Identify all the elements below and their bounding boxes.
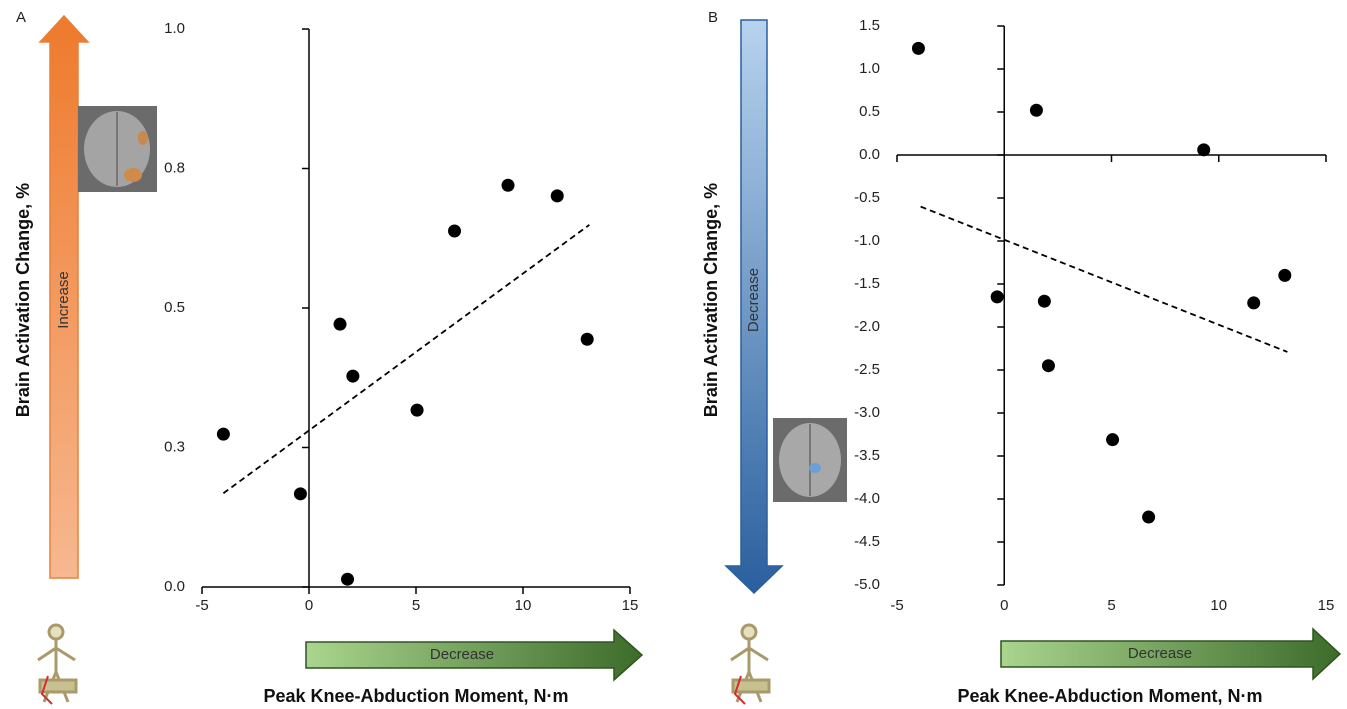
- brain-image: [773, 418, 847, 502]
- trendline: [223, 225, 589, 493]
- data-point: [346, 370, 359, 383]
- data-point: [912, 42, 925, 55]
- data-point: [411, 404, 424, 417]
- panel-label: B: [708, 9, 718, 26]
- x-tick-label: -5: [890, 597, 903, 614]
- y-axis-title: Brain Activation Change, %: [701, 183, 721, 417]
- data-point: [1197, 143, 1210, 156]
- x-tick-label: 5: [1107, 597, 1115, 614]
- x-tick-label: 0: [305, 597, 313, 614]
- x-axis-title: Peak Knee-Abduction Moment, N·m: [957, 686, 1262, 706]
- brain-image: [78, 106, 157, 192]
- x-tick-label: 5: [412, 597, 420, 614]
- skeleton-icon: [731, 625, 769, 704]
- data-point: [551, 189, 564, 202]
- data-point: [502, 179, 515, 192]
- y-tick-label: -5.0: [854, 576, 880, 593]
- y-tick-label: -0.5: [854, 189, 880, 206]
- y-arrow-label: Decrease: [745, 268, 762, 332]
- y-arrow-label: Increase: [55, 271, 72, 329]
- x-tick-label: 10: [515, 597, 532, 614]
- y-tick-label: 0.3: [164, 438, 185, 455]
- data-point: [1038, 295, 1051, 308]
- y-tick-label: 0.5: [859, 103, 880, 120]
- y-tick-label: -3.5: [854, 447, 880, 464]
- data-point: [1247, 296, 1260, 309]
- x-arrow-label: Decrease: [1128, 645, 1192, 662]
- data-point: [217, 428, 230, 441]
- y-tick-label: 1.5: [859, 17, 880, 34]
- y-tick-label: -4.5: [854, 533, 880, 550]
- x-tick-label: 10: [1210, 597, 1227, 614]
- data-point: [334, 318, 347, 331]
- data-point: [1106, 433, 1119, 446]
- figure: A Brain Activation Change, % Increase Decre…: [0, 0, 1347, 709]
- y-tick-label: -1.0: [854, 232, 880, 249]
- x-tick-label: 0: [1000, 597, 1008, 614]
- y-tick-label: 0.0: [859, 146, 880, 163]
- x-tick-label: 15: [622, 597, 639, 614]
- data-point: [1278, 269, 1291, 282]
- y-tick-label: 1.0: [164, 20, 185, 37]
- skeleton-icon: [38, 625, 76, 704]
- x-tick-label: 15: [1318, 597, 1335, 614]
- data-point: [341, 573, 354, 586]
- y-tick-label: 0.5: [164, 299, 185, 316]
- x-tick-label: -5: [195, 597, 208, 614]
- y-tick-label: 0.8: [164, 159, 185, 176]
- panel-label: A: [16, 9, 26, 26]
- y-tick-label: -3.0: [854, 404, 880, 421]
- y-axis-title: Brain Activation Change, %: [13, 183, 33, 417]
- y-tick-label: 1.0: [859, 60, 880, 77]
- data-point: [448, 224, 461, 237]
- trendline: [921, 207, 1288, 352]
- x-axis-title: Peak Knee-Abduction Moment, N·m: [263, 686, 568, 706]
- data-point: [581, 333, 594, 346]
- y-tick-label: -2.5: [854, 361, 880, 378]
- y-tick-label: -4.0: [854, 490, 880, 507]
- data-point: [294, 487, 307, 500]
- y-tick-label: -1.5: [854, 275, 880, 292]
- x-arrow-label: Decrease: [430, 646, 494, 663]
- data-point: [1042, 359, 1055, 372]
- data-point: [991, 290, 1004, 303]
- y-tick-label: -2.0: [854, 318, 880, 335]
- data-point: [1142, 511, 1155, 524]
- y-tick-label: 0.0: [164, 578, 185, 595]
- data-point: [1030, 104, 1043, 117]
